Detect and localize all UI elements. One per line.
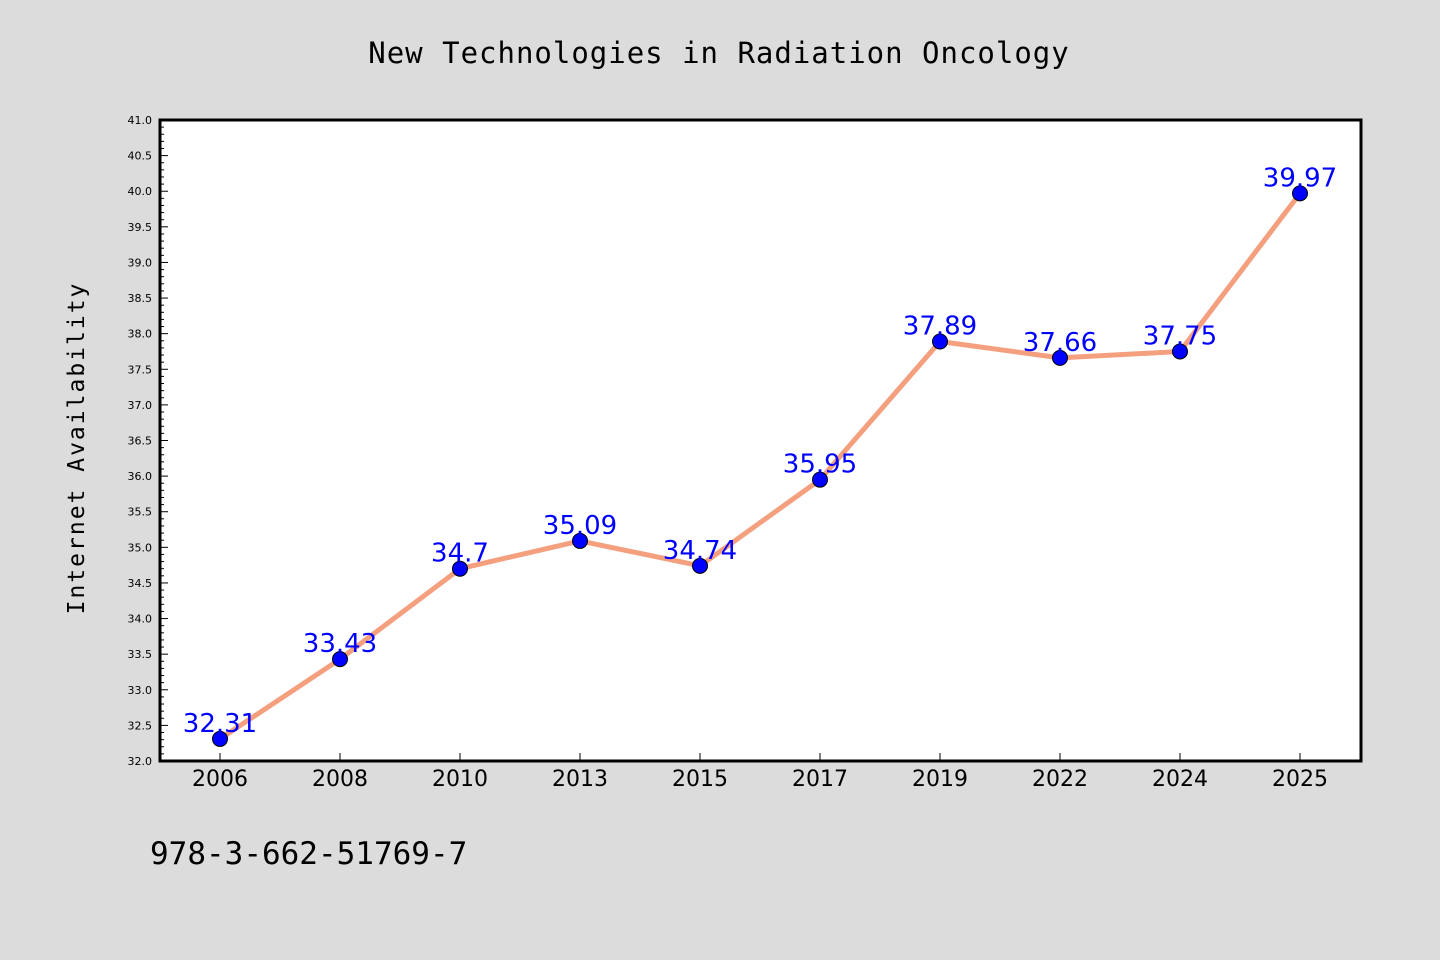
data-point [1172, 343, 1188, 360]
x-axis-ticks: 2006 2008 2010 2013 2015 2017 2019 2022 2024 2025 [192, 753, 1328, 792]
data-label: 39.97 [1263, 163, 1337, 193]
data-label: 37.75 [1143, 321, 1217, 351]
x-tick-label: 2013 [552, 767, 608, 792]
data-point [452, 560, 468, 577]
data-label: 32.31 [183, 709, 257, 739]
data-label: 33.43 [303, 629, 377, 659]
y-axis-label: Internet Availability [64, 282, 90, 615]
y-tick-label: 36.0 [128, 470, 153, 483]
data-label: 34.74 [663, 536, 737, 566]
x-tick-label: 2025 [1272, 767, 1328, 792]
data-point [212, 730, 228, 747]
y-tick-label: 36.5 [128, 435, 153, 448]
x-tick-label: 2010 [432, 767, 488, 792]
y-tick-label: 39.0 [128, 256, 153, 269]
data-label: 37.66 [1023, 328, 1097, 358]
data-label: 35.09 [543, 511, 617, 541]
x-tick-label: 2017 [792, 767, 848, 792]
y-axis-ticks: 32.0 32.5 33.0 33.5 34.0 34.5 35.0 35.5 36.0 36.5… [128, 114, 168, 768]
x-tick-label: 2022 [1032, 767, 1088, 792]
y-tick-label: 35.5 [128, 506, 153, 519]
y-tick-label: 32.5 [128, 719, 153, 732]
data-labels: 32.31 33.43 34.7 35.09 34.74 35.95 37.89 37.66 3… [183, 163, 1337, 739]
y-tick-label: 32.0 [128, 755, 153, 768]
data-point [932, 333, 948, 350]
data-label: 35.95 [783, 450, 857, 480]
y-tick-label: 39.5 [128, 221, 153, 234]
data-point [1292, 185, 1308, 202]
data-point [812, 471, 828, 488]
y-tick-label: 38.5 [128, 292, 153, 305]
x-tick-label: 2015 [672, 767, 728, 792]
x-tick-label: 2008 [312, 767, 368, 792]
y-tick-label: 34.0 [128, 613, 153, 626]
y-tick-label: 41.0 [128, 114, 153, 127]
data-label: 37.89 [903, 312, 977, 342]
series-markers [212, 185, 1308, 747]
y-tick-label: 37.5 [128, 363, 153, 376]
x-tick-label: 2024 [1152, 767, 1208, 792]
data-point [332, 651, 348, 668]
data-point [692, 557, 708, 574]
y-tick-label: 33.0 [128, 684, 153, 697]
data-point [1052, 349, 1068, 366]
y-tick-label: 40.5 [128, 150, 153, 163]
y-tick-label: 34.5 [128, 577, 153, 590]
y-tick-label: 33.5 [128, 648, 153, 661]
chart-title: New Technologies in Radiation Oncology [368, 36, 1069, 70]
x-tick-label: 2019 [912, 767, 968, 792]
data-label: 34.7 [431, 539, 489, 569]
plot-area [158, 118, 1363, 763]
y-tick-label: 38.0 [128, 328, 153, 341]
y-tick-label: 35.0 [128, 541, 153, 554]
data-point [572, 532, 588, 549]
series-line [217, 190, 1303, 742]
x-tick-label: 2006 [192, 767, 248, 792]
y-tick-label: 40.0 [128, 185, 153, 198]
y-tick-label: 37.0 [128, 399, 153, 412]
footer-isbn: 978-3-662-51769-7 [150, 836, 467, 872]
